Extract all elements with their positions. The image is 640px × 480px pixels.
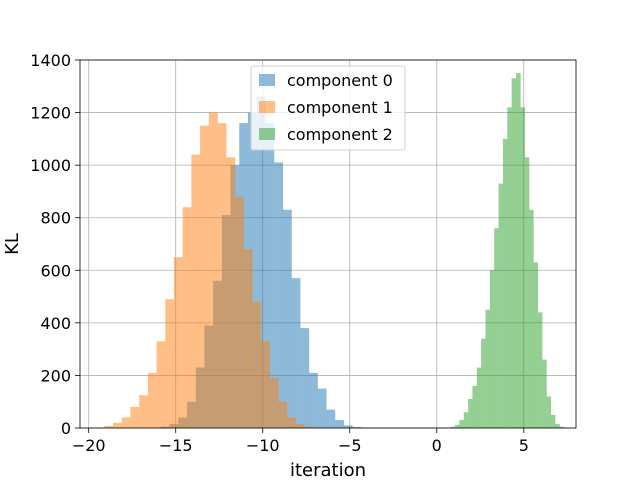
legend-swatch	[259, 74, 275, 86]
histogram-bar	[291, 278, 301, 428]
histogram-bar	[274, 162, 284, 428]
histogram-bar	[542, 359, 547, 428]
histogram-bar	[308, 372, 318, 428]
histogram-bar	[352, 426, 362, 428]
legend-label: component 1	[287, 98, 393, 117]
y-tick-label: 400	[40, 314, 71, 333]
histogram-bar	[256, 96, 266, 429]
histogram-bar	[130, 406, 140, 428]
histogram-bar	[537, 312, 543, 428]
y-tick-label: 200	[40, 366, 71, 385]
histogram-bar	[502, 138, 508, 428]
histogram-bar	[450, 426, 456, 428]
histogram-bar	[260, 341, 270, 428]
histogram-bar	[546, 396, 552, 428]
histogram-bar	[468, 399, 473, 428]
histogram-bar	[481, 338, 486, 428]
histogram-bar	[104, 425, 114, 428]
histogram-bar	[494, 228, 499, 428]
x-tick-label: −20	[72, 436, 106, 455]
histogram-bar	[243, 249, 253, 428]
histogram-bar	[234, 196, 244, 428]
histogram-bar	[463, 412, 469, 428]
histogram-bar	[265, 123, 275, 428]
histogram-bar	[472, 385, 478, 428]
x-tick-label: −5	[338, 436, 362, 455]
histogram-bar	[550, 414, 556, 428]
histogram-bar	[156, 341, 166, 428]
y-axis-title: KL	[2, 233, 23, 255]
y-tick-label: 600	[40, 261, 71, 280]
histogram-bar	[300, 328, 310, 428]
legend-swatch	[259, 128, 275, 140]
histogram-bar	[113, 422, 123, 428]
histogram-bar	[524, 157, 530, 428]
legend-swatch	[259, 101, 275, 113]
y-tick-label: 1200	[30, 104, 71, 123]
histogram-bar	[476, 367, 482, 428]
histogram-bar	[555, 424, 560, 428]
histogram-bar	[200, 125, 210, 428]
histogram-bar	[208, 112, 218, 429]
histogram-bar	[282, 209, 292, 428]
x-axis-title: iteration	[290, 460, 366, 480]
legend: component 0 component 1 component 2	[250, 65, 406, 151]
histogram-bar	[533, 262, 539, 428]
histogram-bar	[287, 417, 297, 428]
histogram-bar	[485, 309, 491, 428]
histogram-bar	[165, 299, 175, 428]
histogram-bars	[104, 73, 569, 429]
histogram-bar	[559, 426, 565, 428]
histogram-bar	[295, 424, 305, 428]
histogram-bar	[182, 207, 192, 428]
histogram-bar	[455, 424, 460, 428]
x-tick-label: 0	[432, 436, 442, 455]
histogram-bar	[147, 372, 157, 428]
histogram-bar	[489, 270, 495, 428]
histogram-bar	[304, 426, 314, 428]
histogram-bar	[269, 378, 279, 428]
histogram-bar	[520, 107, 525, 429]
histogram-bar	[511, 78, 517, 429]
x-tick-label: −15	[159, 436, 193, 455]
histogram-bar	[226, 157, 236, 428]
y-tick-label: 800	[40, 209, 71, 228]
histogram-bar	[498, 183, 504, 428]
histogram-bar	[326, 409, 336, 428]
plot-frame	[79, 59, 577, 429]
histogram-bar	[252, 301, 262, 428]
y-tick-label: 1000	[30, 156, 71, 175]
histogram-bar	[139, 395, 149, 428]
axis-ticks: −20 −15 −10 −5 0 5 0 200 400 600 800 1000 1200 1400	[30, 51, 529, 455]
histogram-bar	[507, 107, 512, 429]
histogram-bar	[334, 420, 344, 428]
series-1-bars	[104, 112, 323, 429]
y-tick-label: 0	[61, 419, 71, 438]
histogram-bar	[173, 257, 183, 428]
y-tick-label: 1400	[30, 51, 71, 70]
histogram-bar	[121, 417, 131, 428]
x-tick-label: 5	[519, 436, 529, 455]
histogram-bar	[191, 154, 201, 428]
series-2-bars	[446, 73, 569, 429]
legend-label: component 2	[287, 125, 393, 144]
histogram-bar	[343, 425, 353, 428]
legend-label: component 0	[287, 71, 393, 90]
histogram-bar	[515, 73, 521, 429]
histogram-bar	[278, 401, 288, 428]
histogram-bar	[459, 420, 465, 428]
histogram-bar	[217, 123, 227, 428]
x-tick-label: −10	[246, 436, 280, 455]
histogram-bar	[529, 209, 534, 428]
histogram-bar	[317, 388, 327, 428]
legend-box	[250, 65, 406, 151]
